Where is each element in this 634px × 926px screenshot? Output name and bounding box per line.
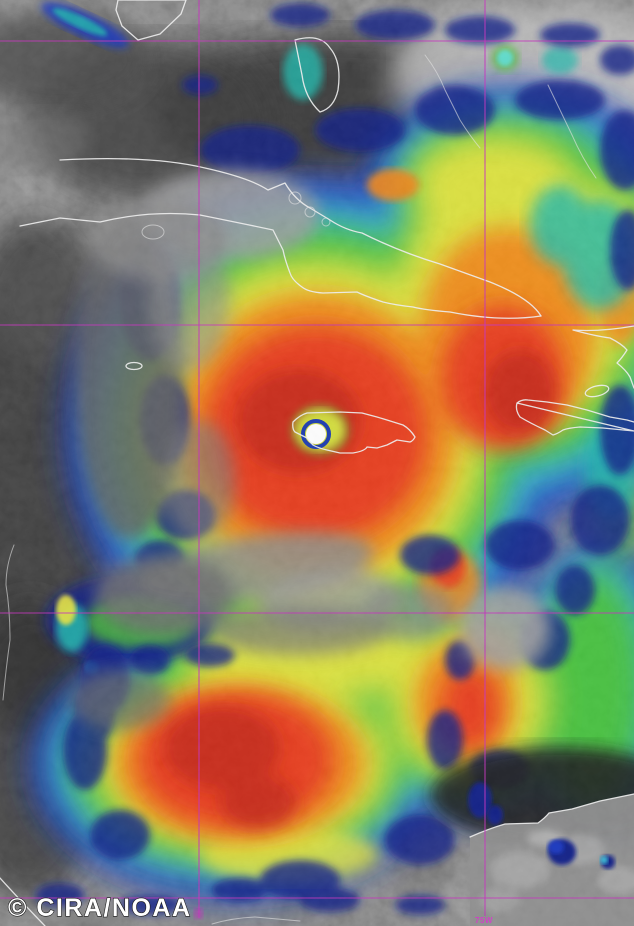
credit-text: © CIRA/NOAA xyxy=(8,894,192,922)
